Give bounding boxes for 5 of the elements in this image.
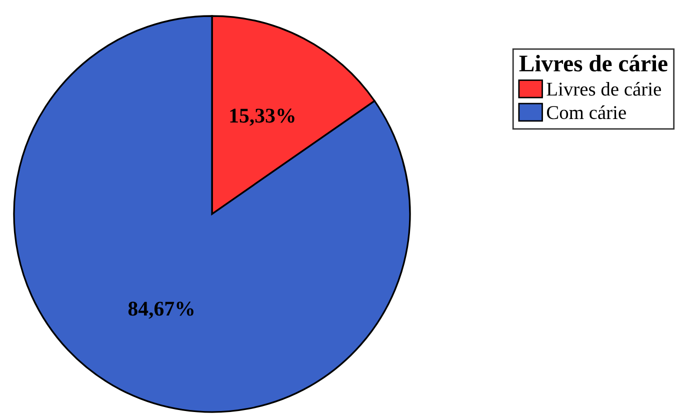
legend-title: Livres de cárie	[519, 54, 668, 72]
data-label: 15,33%	[230, 108, 294, 126]
legend-label: Com cárie	[546, 105, 626, 120]
legend-label: Livres de cárie	[546, 82, 661, 96]
data-label: 84,67%	[128, 302, 194, 319]
